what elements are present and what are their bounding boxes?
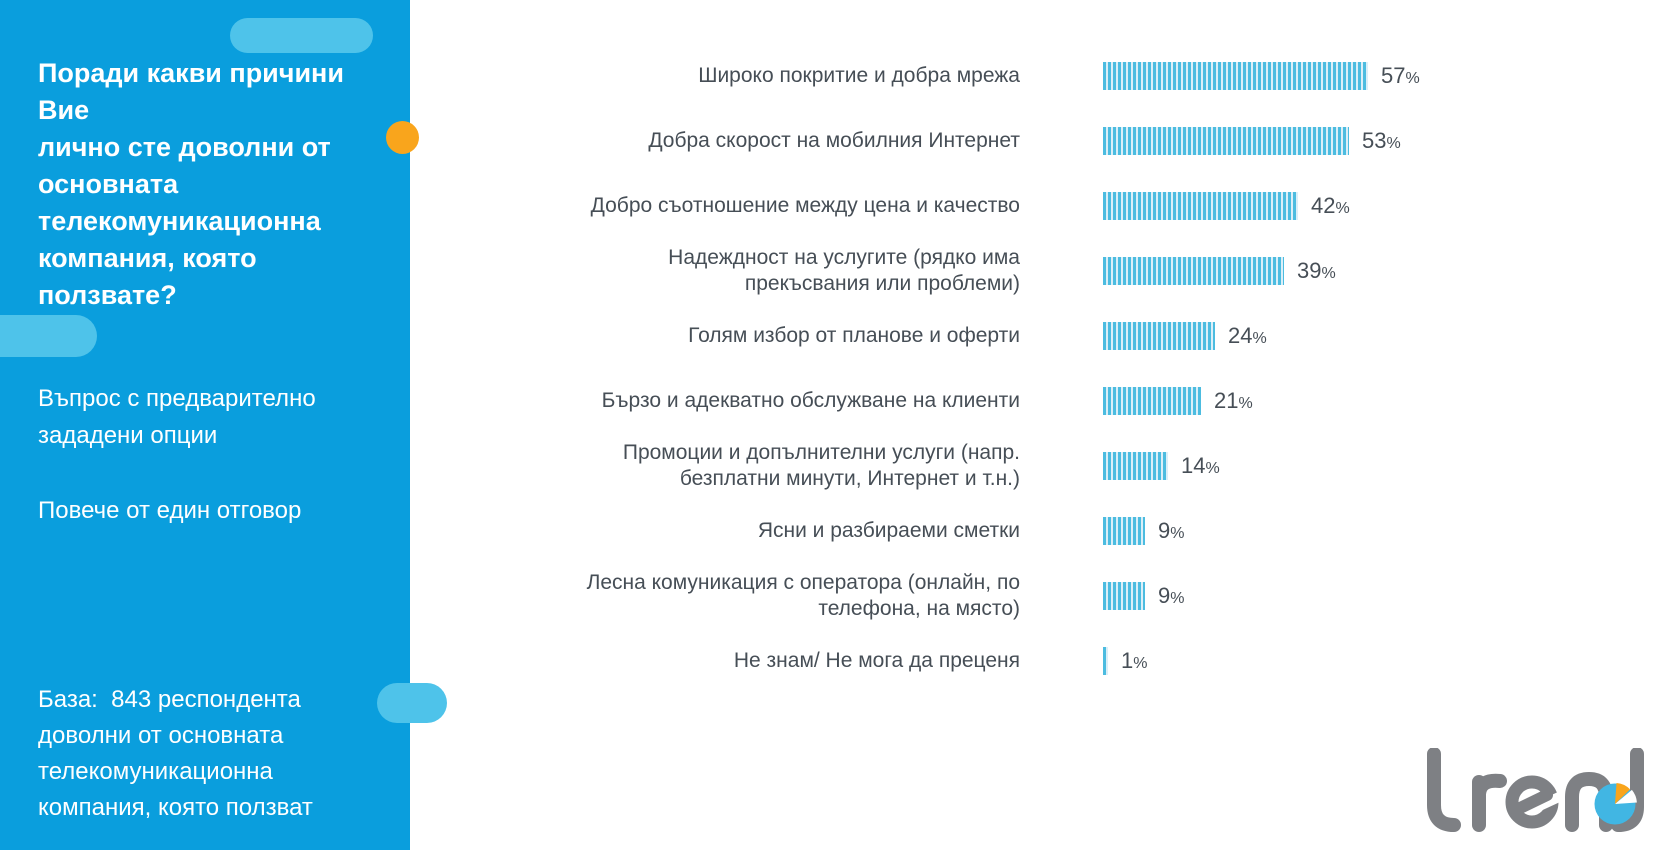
bar-value-number: 24: [1228, 322, 1253, 348]
bar: [1103, 321, 1215, 350]
bar-value-percent-sign: %: [1321, 264, 1336, 282]
logo-pie-white-wedge: [1615, 789, 1637, 804]
bar-label: Добро съотношение между цена и качество: [590, 193, 1020, 217]
bar: [1103, 256, 1284, 285]
bar: [1103, 191, 1298, 220]
bar-value-number: 39: [1297, 257, 1322, 283]
trend-logo-graphic: [1427, 747, 1644, 832]
base-note: База: 843 респондента доволни от основна…: [38, 686, 313, 821]
sidebar: Поради какви причини Вие лично сте довол…: [0, 0, 410, 850]
logo-pie-icon: [1594, 783, 1637, 825]
bar-value: 14%: [1181, 453, 1220, 479]
bar-track: 9%: [1103, 581, 1184, 610]
bar-value-number: 14: [1181, 452, 1206, 478]
chart-row: Промоции и допълнителни услуги (напр. бе…: [480, 433, 1420, 498]
bar-label: Промоции и допълнителни услуги (напр. бе…: [622, 440, 1020, 490]
logo-letter-e-bar: [1510, 789, 1553, 816]
decor-pill-left: [0, 315, 97, 357]
bar-value: 1%: [1121, 648, 1147, 674]
multiple-answers-note: Повече от един отговор: [38, 497, 302, 524]
trend-logo: [1416, 747, 1656, 841]
chart-row: Ясни и разбираеми сметки 9%: [480, 498, 1420, 563]
bar-track: 24%: [1103, 321, 1267, 350]
question-title: Поради какви причини Вие лично сте довол…: [38, 58, 344, 310]
bar-value-percent-sign: %: [1335, 199, 1350, 217]
bar-value-percent-sign: %: [1252, 329, 1267, 347]
logo-letter-t: [1427, 747, 1461, 832]
bar-value-number: 21: [1214, 387, 1239, 413]
bar-value-percent-sign: %: [1205, 459, 1220, 477]
logo-pie-orange-wedge: [1615, 783, 1631, 804]
bar-track: 1%: [1103, 646, 1147, 675]
bar-value-percent-sign: %: [1386, 134, 1401, 152]
bar-value-number: 9: [1158, 582, 1171, 608]
bar-value-number: 1: [1121, 647, 1134, 673]
bar-value-percent-sign: %: [1170, 524, 1185, 542]
bar: [1103, 516, 1145, 545]
decor-pill-bottom: [377, 683, 447, 723]
bar-track: 53%: [1103, 126, 1401, 155]
logo-letter-e-cut: [1528, 792, 1564, 814]
bar: [1103, 646, 1108, 675]
bar-value: 57%: [1381, 63, 1420, 89]
bar: [1103, 386, 1201, 415]
bar-track: 9%: [1103, 516, 1184, 545]
bar-value: 39%: [1297, 258, 1336, 284]
bar-value: 42%: [1311, 193, 1350, 219]
decor-pill-top: [230, 18, 373, 53]
chart-row: Добра скорост на мобилния Интернет 53%: [480, 108, 1420, 173]
bar: [1103, 451, 1168, 480]
bar-value: 53%: [1362, 128, 1401, 154]
bar-label: Не знам/ Не мога да преценя: [733, 648, 1020, 672]
chart-row: Не знам/ Не мога да преценя 1%: [480, 628, 1420, 693]
bar-value-number: 57: [1381, 62, 1406, 88]
bar-value: 9%: [1158, 518, 1184, 544]
bar-track: 14%: [1103, 451, 1220, 480]
chart-row: Голям избор от планове и оферти 24%: [480, 303, 1420, 368]
bar-value: 24%: [1228, 323, 1267, 349]
bar-value: 21%: [1214, 388, 1253, 414]
question-type-note: Въпрос с предварително зададени опции: [38, 385, 316, 449]
chart-row: Лесна комуникация с оператора (онлайн, п…: [480, 563, 1420, 628]
bar-value-percent-sign: %: [1238, 394, 1253, 412]
bar-track: 57%: [1103, 61, 1420, 90]
bar-value-percent-sign: %: [1405, 69, 1420, 87]
bar-value-number: 53: [1362, 127, 1387, 153]
bar-track: 42%: [1103, 191, 1350, 220]
chart-row: Надеждност на услугите (рядко има прекъс…: [480, 238, 1420, 303]
bar-track: 21%: [1103, 386, 1253, 415]
bar-label: Добра скорост на мобилния Интернет: [648, 128, 1020, 152]
bar-label: Голям избор от планове и оферти: [688, 323, 1020, 347]
bar-label: Надеждност на услугите (рядко има прекъс…: [668, 245, 1020, 295]
bar-label: Широко покритие и добра мрежа: [698, 63, 1020, 87]
bar-value-percent-sign: %: [1133, 654, 1148, 672]
chart-row: Бързо и адекватно обслужване на клиенти 2…: [480, 368, 1420, 433]
bar-value-percent-sign: %: [1170, 589, 1185, 607]
decor-circle-orange: [386, 121, 419, 154]
chart-rows: Широко покритие и добра мрежа 57% Добра ск…: [480, 43, 1420, 693]
bar-label: Бързо и адекватно обслужване на клиенти: [601, 388, 1020, 412]
logo-letter-d-stem: [1611, 747, 1644, 832]
chart-row: Добро съотношение между цена и качество 4…: [480, 173, 1420, 238]
bar-value: 9%: [1158, 583, 1184, 609]
bar-label: Лесна комуникация с оператора (онлайн, п…: [586, 570, 1020, 620]
chart-row: Широко покритие и добра мрежа 57%: [480, 43, 1420, 108]
bar-track: 39%: [1103, 256, 1336, 285]
bar-value-number: 9: [1158, 517, 1171, 543]
logo-letter-r-arch: [1472, 773, 1507, 801]
bar: [1103, 126, 1349, 155]
bar: [1103, 581, 1145, 610]
bar-label: Ясни и разбираеми сметки: [757, 518, 1020, 542]
bar: [1103, 61, 1368, 90]
bar-value-number: 42: [1311, 192, 1336, 218]
